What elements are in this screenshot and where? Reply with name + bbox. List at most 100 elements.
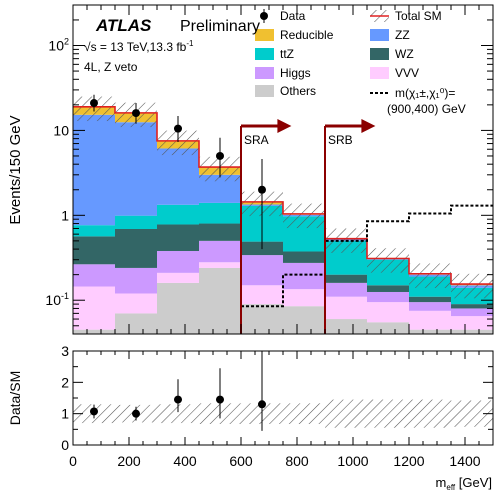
- x-axis-label-sub: eff: [446, 483, 456, 492]
- legend-swatch: [255, 48, 274, 60]
- stack-bar-others: [451, 329, 493, 334]
- ratio-y-tick-label: 2: [61, 374, 69, 390]
- total-sm-error-bin: [451, 273, 493, 299]
- legend-swatch: [255, 85, 274, 97]
- y-axis-label: Events/150 GeV: [7, 115, 24, 224]
- x-tick-label: 600: [229, 453, 253, 469]
- stack-bar-higgs: [367, 291, 409, 303]
- stack-bar-wz: [409, 296, 451, 303]
- x-tick-label: 800: [285, 453, 309, 469]
- ratio-point: [216, 395, 224, 404]
- y-tick-label: 10: [53, 122, 69, 138]
- data-point: [132, 109, 140, 118]
- stack-bar-others: [241, 304, 283, 334]
- ratio-point: [132, 409, 140, 418]
- region-arrow-head: [277, 118, 292, 133]
- total-sm-error-bin: [409, 263, 451, 288]
- stack-bar-others: [325, 319, 367, 334]
- legend-label: ZZ: [395, 28, 410, 42]
- legend-label: ttZ: [280, 47, 294, 61]
- legend: Data Total SM Reducible ZZ ttZ WZ Higgs VVV Othe…: [255, 9, 466, 116]
- ratio-plot-frame: [72, 350, 494, 446]
- stack-bar-wz: [157, 224, 199, 251]
- stack-bar-wz: [115, 228, 157, 268]
- stacked-histogram: [73, 106, 493, 334]
- stack-bar-vvv: [451, 316, 493, 330]
- y-tick-label: 102: [48, 37, 69, 54]
- x-axis-label-base: m: [436, 475, 447, 490]
- region-label: 4L, Z veto: [84, 60, 138, 74]
- x-tick-label: 1400: [449, 453, 480, 469]
- stack-bar-higgs: [157, 250, 199, 273]
- y-tick-base: 10: [45, 292, 61, 308]
- stack-bar-zz: [115, 122, 157, 216]
- stack-bar-wz: [199, 223, 241, 241]
- stack-bar-wz: [73, 236, 115, 265]
- legend-swatch: [370, 29, 389, 41]
- total-sm-error-bin: [283, 203, 325, 229]
- stack-bar-ttz: [157, 204, 199, 225]
- stack-bar-vvv: [199, 262, 241, 268]
- y-tick-label: 10-1: [45, 291, 69, 308]
- stack-bar-wz: [451, 304, 493, 309]
- ratio-y-tick-label: 1: [61, 406, 69, 422]
- data-point: [174, 124, 182, 133]
- ratio-y-axis-label: Data/SM: [7, 371, 23, 425]
- preliminary-label: Preliminary: [180, 18, 260, 35]
- y-tick-label: 1: [61, 207, 69, 223]
- stack-bar-zz: [157, 148, 199, 205]
- total-sm-error-bin: [367, 248, 409, 273]
- stack-bar-vvv: [73, 286, 115, 330]
- data-point: [90, 99, 98, 108]
- data-point: [216, 151, 224, 160]
- stack-bar-others: [409, 329, 451, 334]
- x-tick-label: 400: [173, 453, 197, 469]
- legend-label: VVV: [395, 66, 419, 80]
- ratio-y-tick-label: 0: [61, 437, 69, 453]
- signal-line: [241, 204, 493, 308]
- legend-label: Higgs: [280, 66, 311, 80]
- legend-label: Others: [280, 84, 316, 98]
- stack-bar-vvv: [325, 296, 367, 320]
- stack-bar-zz: [73, 114, 115, 226]
- stack-bar-vvv: [241, 285, 283, 305]
- total-sm-line: [73, 106, 493, 285]
- stack-bar-vvv: [283, 289, 325, 307]
- stack-bar-ttz: [199, 202, 241, 224]
- lumi-exponent: -1: [186, 39, 194, 48]
- y-tick-exp: -1: [61, 291, 69, 301]
- legend-swatch: [370, 48, 389, 60]
- stack-bar-wz: [367, 285, 409, 292]
- ratio-point: [258, 400, 266, 409]
- ratio-band-bin: [325, 399, 367, 428]
- ratio-band-bin: [367, 399, 409, 428]
- stack-bar-wz: [283, 251, 325, 263]
- region-label: SRB: [328, 133, 353, 147]
- stack-bar-others: [367, 322, 409, 334]
- region-label: SRA: [244, 133, 269, 147]
- x-tick-label: 1000: [337, 453, 368, 469]
- legend-swatch: [255, 29, 274, 41]
- stack-bar-higgs: [451, 308, 493, 317]
- region-arrow-head: [361, 118, 376, 133]
- stack-bar-others: [115, 313, 157, 334]
- legend-label: WZ: [395, 47, 414, 61]
- stack-bar-vvv: [157, 272, 199, 283]
- stack-bar-others: [283, 306, 325, 334]
- data-points: [90, 94, 266, 250]
- stack-bar-vvv: [115, 293, 157, 314]
- legend-label: Total SM: [395, 9, 442, 23]
- legend-swatch: [255, 67, 274, 79]
- stack-bar-others: [73, 329, 115, 334]
- ratio-band-bin: [283, 403, 325, 425]
- stack-bar-ttz: [115, 215, 157, 229]
- signal-histogram: [241, 204, 493, 308]
- legend-label: Data: [280, 9, 306, 23]
- ratio-y-tick-label: 3: [61, 343, 69, 359]
- stack-bar-higgs: [409, 302, 451, 311]
- atlas-label: ATLAS: [95, 16, 152, 35]
- stack-bar-ttz: [73, 225, 115, 237]
- stack-bar-higgs: [325, 282, 367, 297]
- stack-bar-vvv: [409, 310, 451, 330]
